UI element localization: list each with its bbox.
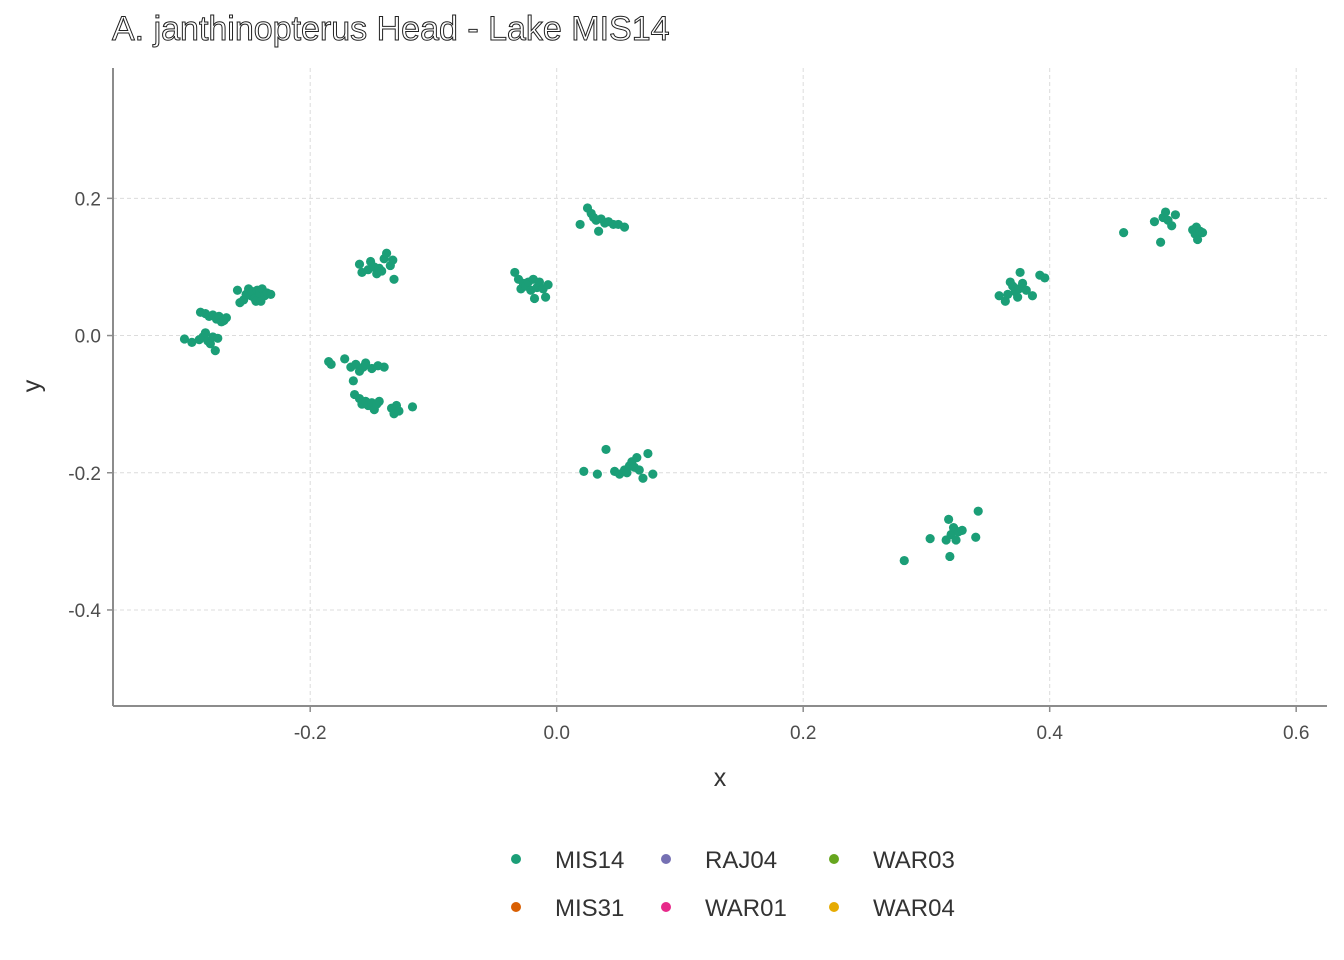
legend-label: WAR01 bbox=[705, 895, 787, 922]
data-point bbox=[388, 255, 398, 265]
legend-label: RAJ04 bbox=[705, 847, 777, 874]
grid-lines bbox=[113, 68, 1327, 706]
data-point bbox=[594, 226, 604, 236]
legend-item: MIS31 bbox=[511, 895, 624, 922]
data-point bbox=[1160, 207, 1171, 217]
data-point bbox=[648, 469, 658, 479]
data-point bbox=[1013, 292, 1023, 302]
data-point bbox=[382, 248, 392, 258]
data-points bbox=[179, 203, 1208, 566]
legend-marker bbox=[511, 854, 521, 864]
y-axis-title: y bbox=[18, 379, 46, 392]
data-point bbox=[179, 334, 190, 344]
data-point bbox=[634, 465, 644, 475]
data-point bbox=[601, 444, 611, 455]
legend-marker bbox=[829, 902, 839, 912]
data-point bbox=[354, 259, 365, 269]
data-point bbox=[379, 362, 389, 372]
data-point bbox=[213, 333, 223, 343]
data-point bbox=[592, 469, 602, 479]
data-point bbox=[529, 293, 540, 304]
data-point bbox=[1149, 217, 1160, 227]
data-point bbox=[1167, 221, 1177, 231]
legend-item: WAR04 bbox=[829, 895, 955, 922]
x-tick-label: 0.2 bbox=[790, 723, 816, 744]
data-point bbox=[971, 532, 981, 542]
data-point bbox=[1003, 289, 1013, 299]
data-point bbox=[945, 551, 955, 562]
legend-item: WAR01 bbox=[661, 895, 787, 922]
legend-label: WAR04 bbox=[873, 895, 955, 922]
data-point bbox=[973, 506, 983, 516]
data-point bbox=[1170, 210, 1181, 220]
data-point bbox=[187, 337, 197, 348]
data-point bbox=[510, 267, 520, 278]
data-point bbox=[957, 525, 967, 535]
data-point bbox=[541, 292, 551, 302]
legend-item: MIS14 bbox=[511, 847, 624, 874]
data-point bbox=[394, 406, 404, 416]
data-point bbox=[1040, 273, 1050, 283]
axis-ticks: -0.2 0.0 0.2 0.4 0.6 0.2 0.0 -0.2 -0.4 bbox=[68, 189, 1309, 744]
legend-marker bbox=[829, 854, 839, 864]
data-point bbox=[534, 277, 545, 287]
data-point bbox=[340, 354, 350, 364]
data-point bbox=[351, 359, 361, 369]
legend-label: MIS14 bbox=[555, 847, 624, 874]
data-point bbox=[951, 535, 961, 545]
y-tick-label: -0.2 bbox=[68, 464, 101, 485]
legend-label: WAR03 bbox=[873, 847, 955, 874]
data-point bbox=[1027, 291, 1038, 301]
data-point bbox=[1021, 285, 1031, 295]
data-point bbox=[1197, 228, 1208, 238]
data-point bbox=[899, 555, 909, 566]
data-point bbox=[543, 280, 553, 290]
data-point bbox=[944, 514, 954, 525]
legend-marker bbox=[661, 854, 671, 864]
y-tick-label: 0.0 bbox=[75, 327, 101, 348]
legend-marker bbox=[661, 902, 671, 912]
data-point bbox=[1119, 228, 1129, 238]
data-point bbox=[575, 219, 585, 230]
data-point bbox=[619, 222, 630, 232]
data-point bbox=[266, 289, 276, 299]
legend-item: WAR03 bbox=[829, 847, 955, 874]
data-point bbox=[925, 534, 935, 544]
data-point bbox=[200, 328, 211, 338]
data-point bbox=[1156, 237, 1166, 247]
x-tick-label: 0.0 bbox=[543, 723, 569, 744]
legend: MIS14 MIS31 RAJ04 WAR01 WAR03 WAR04 bbox=[511, 847, 955, 922]
y-tick-label: -0.4 bbox=[68, 601, 101, 622]
data-point bbox=[579, 466, 589, 476]
data-point bbox=[1015, 267, 1025, 278]
data-point bbox=[374, 396, 384, 407]
data-point bbox=[632, 453, 642, 463]
chart-title: A. janthinopterus Head - Lake MIS14 bbox=[112, 10, 671, 49]
data-point bbox=[232, 285, 243, 295]
x-axis-title: x bbox=[714, 764, 727, 792]
x-tick-label: 0.4 bbox=[1036, 723, 1063, 744]
data-point bbox=[643, 448, 653, 459]
data-point bbox=[210, 346, 220, 356]
data-point bbox=[389, 274, 399, 284]
legend-marker bbox=[511, 902, 521, 912]
data-point bbox=[1192, 234, 1203, 245]
data-point bbox=[348, 376, 358, 386]
legend-label: MIS31 bbox=[555, 895, 624, 922]
data-point bbox=[361, 358, 371, 368]
data-point bbox=[377, 266, 387, 276]
x-tick-label: -0.2 bbox=[294, 723, 327, 744]
x-tick-label: 0.6 bbox=[1283, 723, 1309, 744]
legend-item: RAJ04 bbox=[661, 847, 777, 874]
data-point bbox=[638, 473, 648, 483]
data-point bbox=[326, 359, 336, 369]
data-point bbox=[221, 313, 231, 323]
axes bbox=[112, 68, 1327, 707]
data-point bbox=[1017, 278, 1028, 289]
y-tick-label: 0.2 bbox=[75, 189, 101, 210]
data-point bbox=[994, 291, 1004, 301]
data-point bbox=[407, 402, 418, 412]
